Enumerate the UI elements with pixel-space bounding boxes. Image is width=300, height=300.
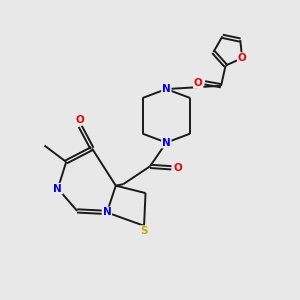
Text: N: N <box>103 207 111 218</box>
Text: N: N <box>53 184 62 194</box>
Text: O: O <box>174 163 182 173</box>
Text: O: O <box>194 78 203 88</box>
Text: N: N <box>162 84 171 94</box>
Text: N: N <box>162 138 171 148</box>
Text: O: O <box>238 53 247 63</box>
Text: S: S <box>140 226 148 236</box>
Text: O: O <box>76 115 85 125</box>
